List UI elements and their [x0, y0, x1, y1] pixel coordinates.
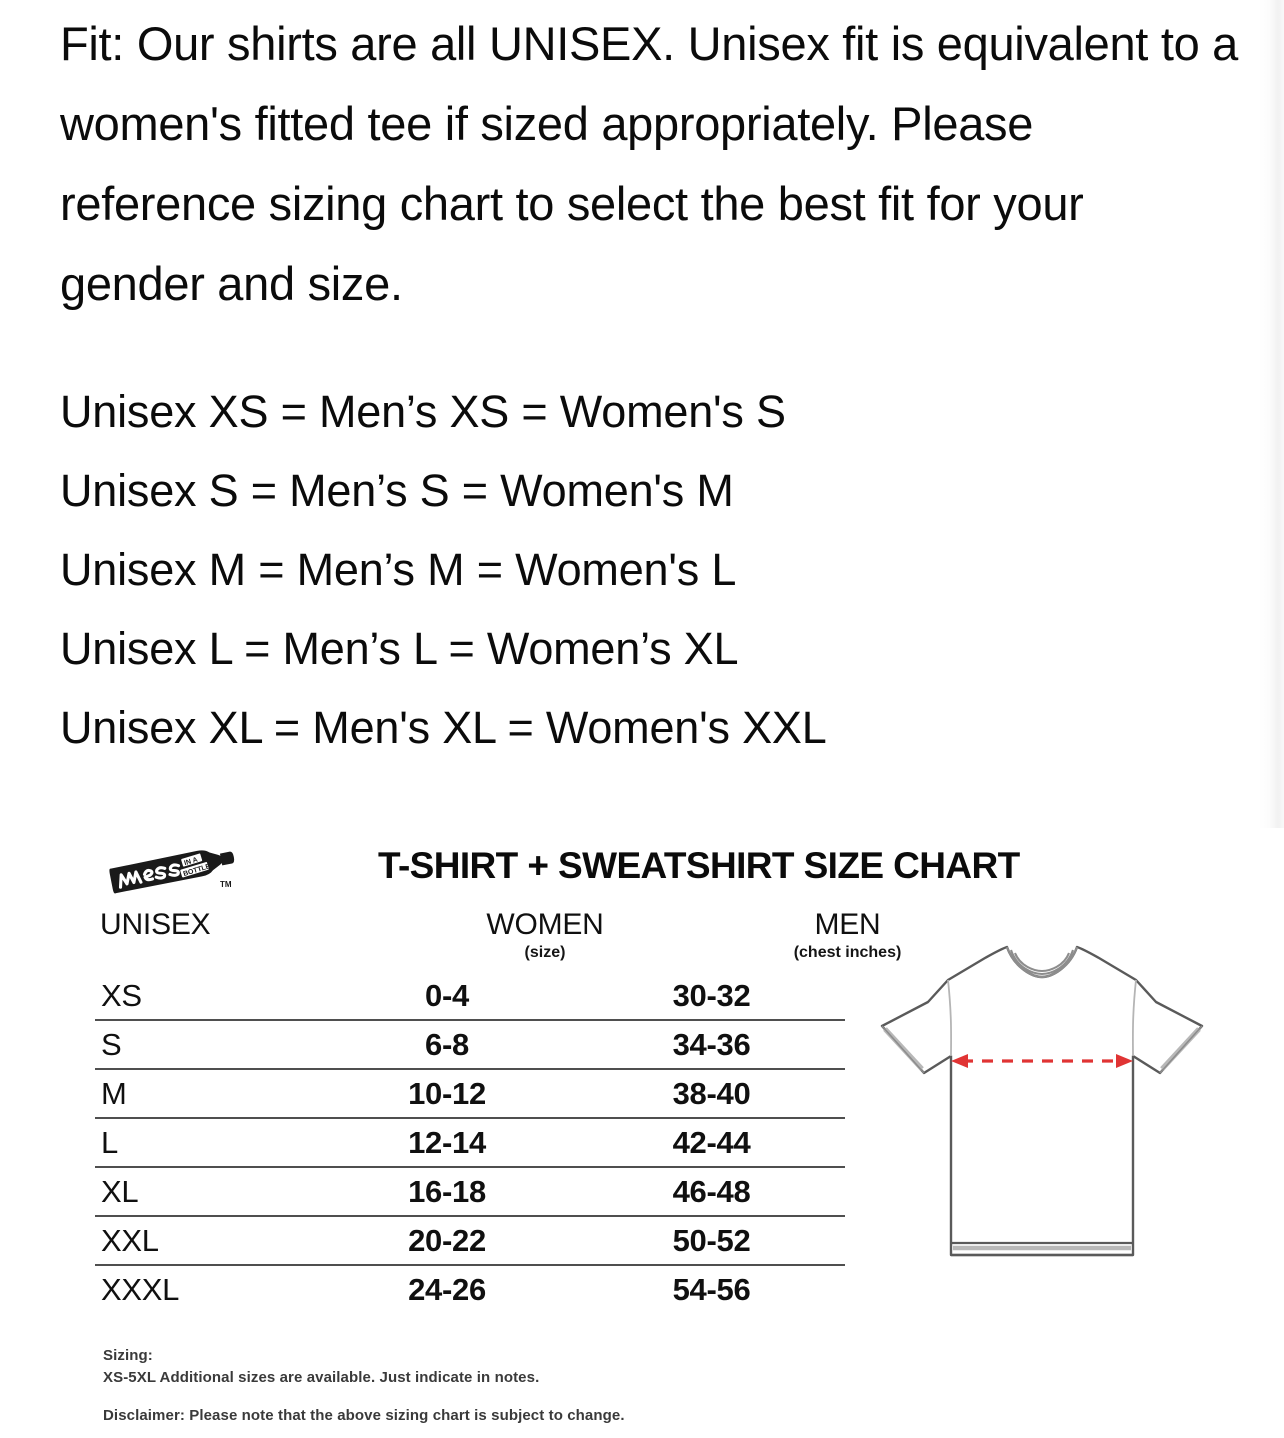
table-row: L 12-14 42-44 [95, 1118, 845, 1168]
footnote-disclaimer: Disclaimer: Please note that the above s… [103, 1407, 625, 1424]
size-chart-header-row: UNISEX WOMEN (size) MEN (chest inches) [95, 908, 901, 968]
table-row: XXL 20-22 50-52 [95, 1216, 845, 1266]
cell-men: 34-36 [578, 1020, 845, 1070]
footnote-sizing-label: Sizing: [103, 1347, 153, 1364]
equivalence-line-s: Unisex S = Men’s S = Women's M [60, 465, 734, 516]
cell-unisex: XXXL [101, 1272, 180, 1307]
intro-block: Fit: Our shirts are all UNISEX. Unisex f… [60, 0, 1240, 324]
cell-unisex: S [95, 1020, 316, 1070]
cell-men: 38-40 [578, 1069, 845, 1119]
footnote-spacer [103, 1389, 803, 1405]
cell-men: 42-44 [578, 1118, 845, 1168]
cell-unisex: XL [95, 1167, 316, 1217]
column-header-women-sublabel: (size) [524, 944, 566, 961]
cell-men: 50-52 [578, 1216, 845, 1266]
footnote-sizing-detail: XS-5XL Additional sizes are available. J… [103, 1369, 540, 1386]
svg-text:TM: TM [220, 880, 232, 889]
equivalence-line-xs: Unisex XS = Men’s XS = Women's S [60, 386, 786, 437]
cell-men: 54-56 [672, 1272, 751, 1307]
column-header-women-label: WOMEN [486, 908, 604, 941]
tshirt-diagram [856, 925, 1228, 1297]
table-row: XL 16-18 46-48 [95, 1167, 845, 1217]
column-header-men: MEN (chest inches) [660, 908, 1035, 963]
size-chart-table-body: XS 0-4 30-32 S 6-8 34-36 M 10-12 38-40 L… [95, 972, 845, 1313]
column-header-unisex: UNISEX [100, 908, 320, 942]
cell-women: 10-12 [316, 1069, 578, 1119]
cell-men: 46-48 [578, 1167, 845, 1217]
svg-text:IN A: IN A [183, 856, 198, 867]
cell-women: 12-14 [316, 1118, 578, 1168]
equivalence-line-m: Unisex M = Men’s M = Women's L [60, 544, 737, 595]
cell-unisex: M [95, 1069, 316, 1119]
size-chart-table: XS 0-4 30-32 S 6-8 34-36 M 10-12 38-40 L… [95, 972, 845, 1313]
cell-women: 20-22 [316, 1216, 578, 1266]
fit-description-paragraph: Fit: Our shirts are all UNISEX. Unisex f… [60, 17, 1239, 310]
column-header-men-sublabel: (chest inches) [793, 944, 902, 961]
table-row: XXXL 24-26 54-56 [95, 1265, 845, 1313]
brand-logo-mess-in-a-bottle: IN A BOTTLE TM [104, 843, 240, 895]
cell-women: 24-26 [408, 1272, 486, 1307]
column-header-women: WOMEN (size) [360, 908, 730, 963]
equivalence-line-l: Unisex L = Men’s L = Women’s XL [60, 623, 739, 674]
size-chart-title: T-SHIRT + SWEATSHIRT SIZE CHART [378, 845, 1020, 886]
table-row: XS 0-4 30-32 [95, 972, 845, 1021]
cell-unisex: L [95, 1118, 316, 1168]
cell-women: 0-4 [316, 972, 578, 1021]
cell-unisex: XXL [95, 1216, 316, 1266]
column-header-men-label: MEN [814, 908, 881, 941]
equivalence-line-xl: Unisex XL = Men's XL = Women's XXL [60, 702, 827, 753]
column-header-unisex-label: UNISEX [100, 908, 211, 941]
cell-women: 6-8 [316, 1020, 578, 1070]
size-equivalence-list: Unisex XS = Men’s XS = Women's S Unisex … [60, 372, 1160, 767]
table-row: S 6-8 34-36 [95, 1020, 845, 1070]
table-row: M 10-12 38-40 [95, 1069, 845, 1119]
cell-women: 16-18 [316, 1167, 578, 1217]
chest-measurement-arrow [951, 1054, 1133, 1068]
cell-unisex: XS [95, 972, 316, 1021]
cell-men: 30-32 [578, 972, 845, 1021]
size-chart-footnotes: Sizing: XS-5XL Additional sizes are avai… [103, 1345, 803, 1427]
